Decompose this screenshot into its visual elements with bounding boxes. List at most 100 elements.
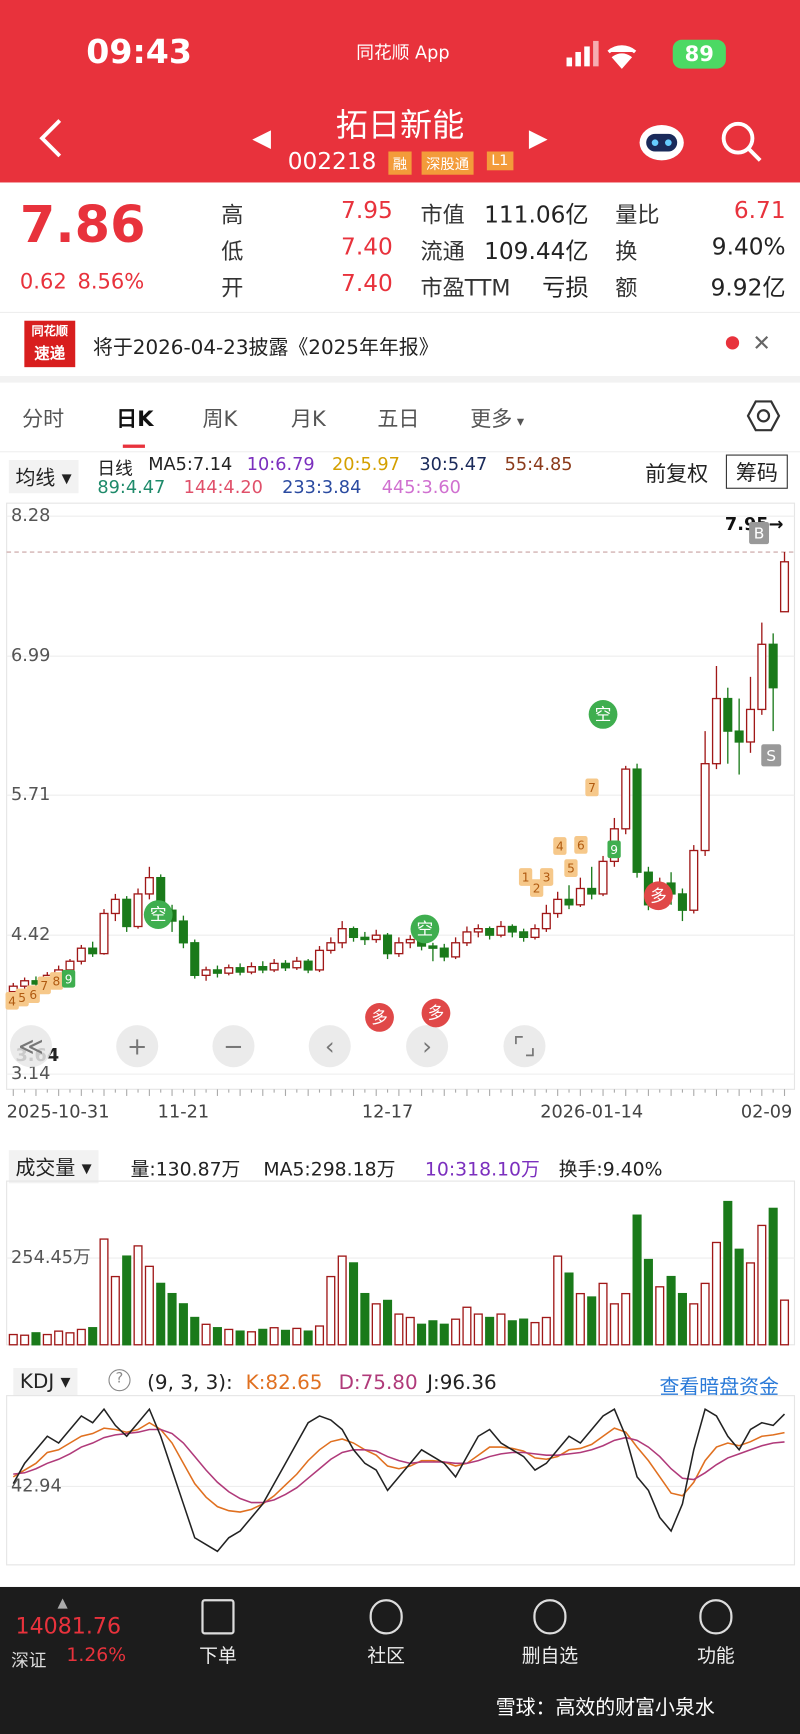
tab[interactable]: 分时 <box>22 406 65 432</box>
unread-dot <box>725 336 740 350</box>
chart-control[interactable] <box>503 1025 546 1068</box>
legend-entry: MA5:7.14 <box>148 453 233 475</box>
chart-control-icon: › <box>422 1031 432 1060</box>
field-label: 量比 <box>615 201 660 228</box>
chart-control[interactable] <box>9 1025 53 1068</box>
ma-selector[interactable]: 均线 ▾ <box>8 460 79 494</box>
chart-control[interactable] <box>212 1025 255 1068</box>
volume-bar <box>587 1296 597 1346</box>
signal-tag-label: 8 <box>53 975 61 989</box>
volume-bar <box>303 1330 313 1346</box>
candle-body <box>485 928 495 936</box>
field-value: 9.40% <box>711 233 786 260</box>
volume-bar <box>235 1330 245 1346</box>
nav-label[interactable]: 功能 <box>697 1645 735 1668</box>
help-icon[interactable]: ? <box>108 1369 131 1392</box>
badge: 融 <box>388 151 412 175</box>
chips-button[interactable]: 筹码 <box>725 454 788 489</box>
nav-label[interactable]: 下单 <box>199 1645 237 1668</box>
adjust-label[interactable]: 前复权 <box>645 462 709 487</box>
trade-mark-label: B <box>754 525 765 543</box>
volume-bar <box>609 1303 619 1346</box>
legend-entry: 30:5.47 <box>419 453 488 475</box>
signal-bubble <box>588 700 618 729</box>
nav-label[interactable]: 社区 <box>367 1645 405 1668</box>
volume-bar <box>417 1323 427 1346</box>
volume-selector[interactable]: 成交量 ▾ <box>8 1150 99 1184</box>
volume-bar <box>292 1327 302 1346</box>
volume-bar <box>779 1299 790 1346</box>
signal-tag <box>607 840 621 859</box>
close-button[interactable]: ✕ <box>752 329 771 357</box>
index-pct: 1.26% <box>66 1644 127 1667</box>
tab[interactable]: 五日 <box>377 406 420 432</box>
volume-bar <box>65 1332 75 1346</box>
kdj-legend: D:75.80 <box>338 1371 418 1395</box>
signal-tag <box>61 969 76 988</box>
nav-icon[interactable] <box>369 1599 403 1635</box>
prev-stock[interactable]: ◀ <box>252 124 272 153</box>
candle-body <box>587 887 597 895</box>
signal-tag-label: 7 <box>588 781 596 795</box>
signal-tag <box>539 868 554 886</box>
volume-bar <box>212 1327 222 1346</box>
legend-entry: 日线 <box>97 457 133 479</box>
volume-bar <box>326 1275 336 1346</box>
signal-tag-label: 6 <box>577 839 585 853</box>
candle-body <box>394 942 404 955</box>
chart-control[interactable] <box>406 1025 449 1068</box>
trade-mark-label: S <box>766 747 776 765</box>
candle-body <box>553 898 563 915</box>
chart-control-icon: ‹ <box>325 1031 335 1060</box>
volume-stat: MA5:298.18万 <box>263 1158 396 1182</box>
tab[interactable]: 月K <box>291 406 326 432</box>
news-text[interactable]: 将于2026-04-23披露《2025年年报》 <box>92 336 439 360</box>
chart-control[interactable] <box>116 1025 159 1068</box>
candle-body <box>723 697 733 732</box>
candle-body <box>246 965 256 973</box>
candle-body <box>541 912 551 930</box>
y-tick-label: 3.14 <box>11 1064 50 1084</box>
nav-label[interactable]: 删自选 <box>521 1645 579 1668</box>
signal-bubble <box>421 998 451 1028</box>
signal-tag <box>26 985 40 1004</box>
x-tick-label: 2025-10-31 <box>7 1103 110 1123</box>
volume-bar <box>768 1207 778 1346</box>
next-stock[interactable]: ▶ <box>528 124 548 153</box>
volume-bar <box>700 1282 710 1346</box>
kdj-selector[interactable]: KDJ ▾ <box>13 1367 78 1396</box>
x-tick-label: 12-17 <box>362 1103 413 1123</box>
candle-body <box>439 947 449 958</box>
candle-body <box>178 920 188 944</box>
robot-icon[interactable] <box>635 116 688 165</box>
field-label: 高 <box>221 201 244 228</box>
y-tick-label: 4.42 <box>11 925 50 945</box>
nav-icon[interactable] <box>699 1599 733 1635</box>
tab[interactable]: 日K <box>116 406 154 432</box>
candle-body <box>451 942 461 958</box>
legend-entry: 89:4.47 <box>97 476 166 498</box>
candle-body <box>269 962 279 971</box>
candle-body <box>371 934 381 941</box>
candle-body <box>519 931 529 939</box>
chart-control-icon: ≪ <box>18 1031 43 1060</box>
index-value[interactable]: 14081.76 <box>15 1612 122 1639</box>
volume-bar <box>677 1292 687 1346</box>
volume-bar <box>519 1318 529 1346</box>
trade-mark <box>749 521 770 545</box>
signal-tag-label: 4 <box>556 840 564 854</box>
dark-pool-link[interactable]: 查看暗盘资金 <box>659 1375 779 1399</box>
search-icon[interactable] <box>719 119 763 163</box>
back-button[interactable] <box>33 116 66 160</box>
nav-icon[interactable] <box>533 1599 567 1635</box>
volume-bar <box>360 1292 370 1346</box>
tab[interactable]: 更多 ▾ <box>470 406 525 432</box>
nav-icon[interactable] <box>201 1599 235 1635</box>
tab[interactable]: 周K <box>202 406 238 432</box>
chart-control[interactable] <box>308 1025 351 1068</box>
badge: L1 <box>486 151 513 171</box>
settings-icon[interactable] <box>746 398 781 433</box>
candle-body <box>779 561 790 613</box>
chart-control-icon: ⌜⌟ <box>513 1031 536 1060</box>
